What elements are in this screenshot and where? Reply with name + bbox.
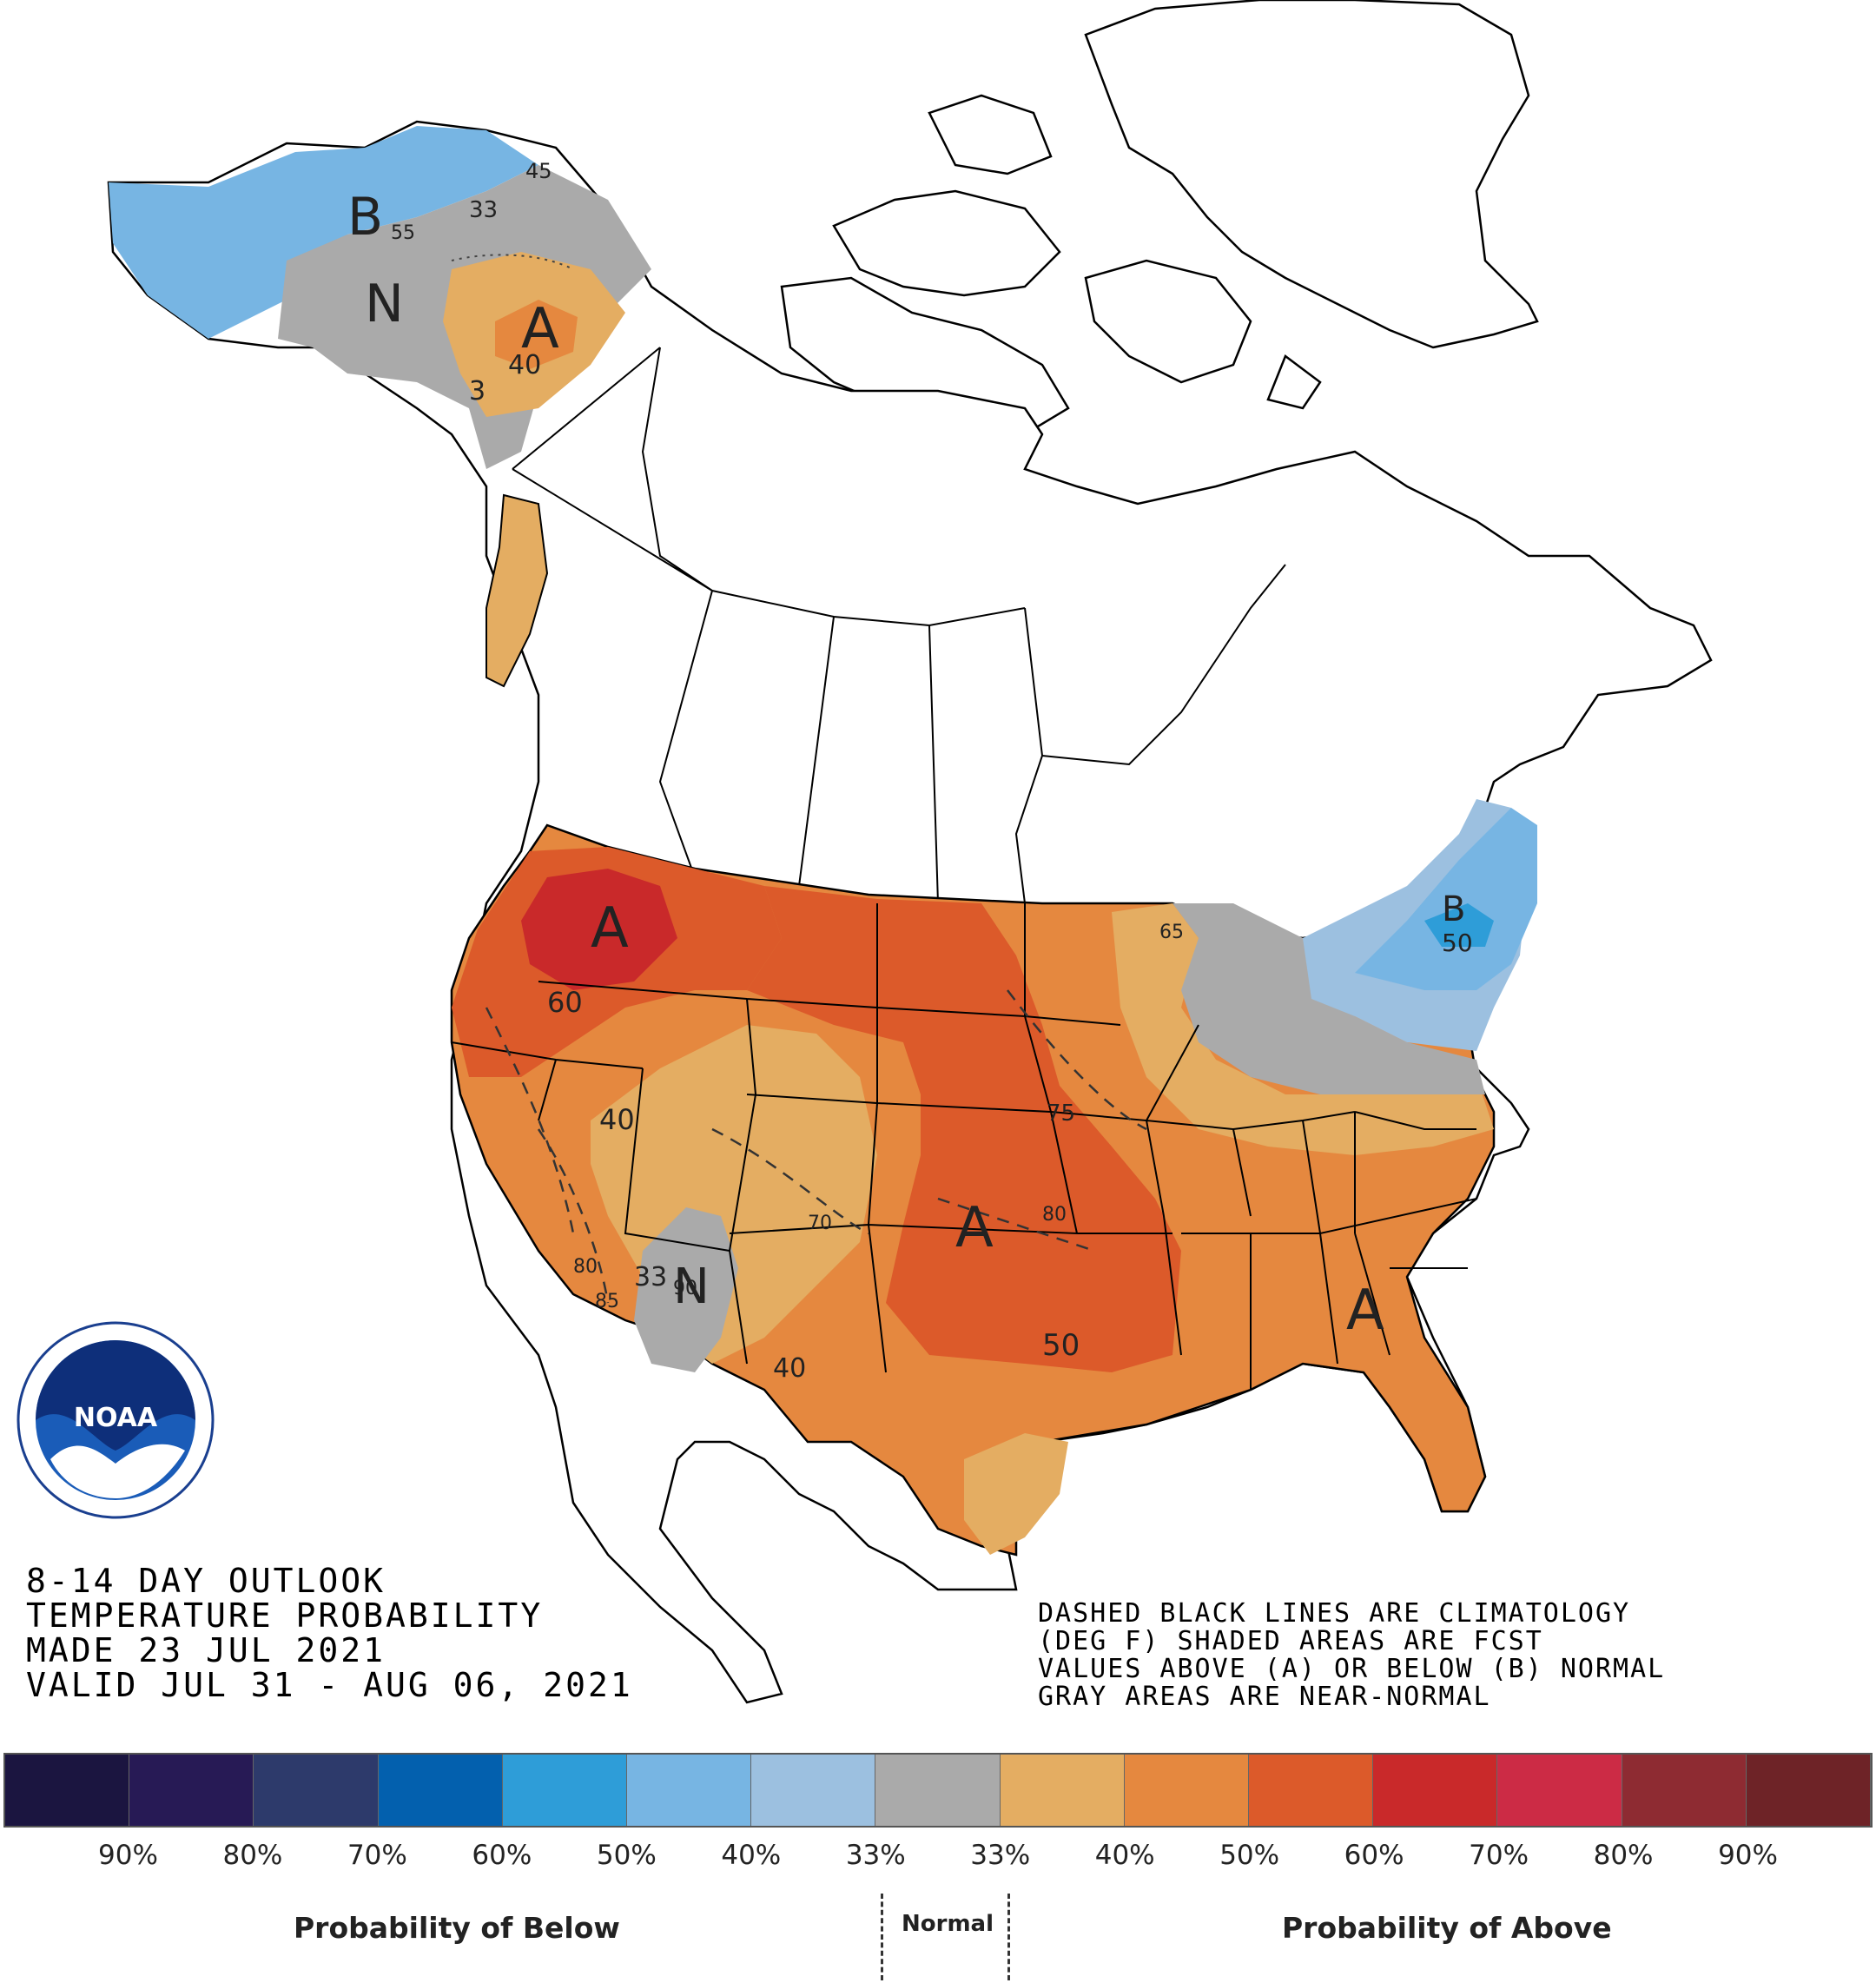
canada-province-borders bbox=[512, 347, 1286, 904]
alaska-above-core bbox=[495, 300, 578, 369]
legend-tick-label: 70% bbox=[347, 1840, 407, 1871]
noaa-logo: NOAA bbox=[17, 1321, 215, 1519]
legend-tick-label: 33% bbox=[970, 1840, 1031, 1871]
nw-60-label: 60 bbox=[547, 986, 583, 1019]
legend-divider-left bbox=[881, 1894, 883, 1980]
sw-85-label: 85 bbox=[595, 1291, 619, 1312]
legend-tick-label: 40% bbox=[1094, 1840, 1155, 1871]
bc-coast-above bbox=[486, 493, 549, 688]
w-40-label: 40 bbox=[599, 1103, 635, 1136]
alaska-n-label: N bbox=[365, 274, 404, 334]
legend-tick-label: 40% bbox=[721, 1840, 782, 1871]
legend-tick-label: 60% bbox=[472, 1840, 532, 1871]
probability-contour bbox=[451, 254, 574, 270]
legend-normal-caption: Normal bbox=[902, 1911, 994, 1937]
sw-90-label: 90 bbox=[673, 1278, 697, 1299]
legend-swatch bbox=[502, 1755, 628, 1826]
outlook-title: 8-14 DAY OUTLOOK bbox=[26, 1562, 386, 1600]
outlook-notes: DASHED BLACK LINES ARE CLIMATOLOGY (DEG … bbox=[1038, 1600, 1665, 1711]
s-40-label: 40 bbox=[773, 1353, 806, 1384]
legend-tick-label: 80% bbox=[1593, 1840, 1654, 1871]
legend-swatch bbox=[1497, 1755, 1622, 1826]
note-line-4: GRAY AREAS ARE NEAR-NORMAL bbox=[1038, 1682, 1491, 1712]
alaska-a-label: A bbox=[521, 297, 559, 361]
legend-swatch bbox=[254, 1755, 379, 1826]
legend-swatch bbox=[1000, 1755, 1125, 1826]
legend-tick-label: 70% bbox=[1469, 1840, 1529, 1871]
sw-n-label: N bbox=[673, 1259, 710, 1315]
note-line-2: (DEG F) SHADED AREAS ARE FCST bbox=[1038, 1626, 1543, 1656]
legend-swatch bbox=[1622, 1755, 1747, 1826]
sw-33-label: 33 bbox=[634, 1262, 667, 1292]
alaska-45-label: 45 bbox=[525, 159, 552, 183]
ne-50-label: 50 bbox=[1442, 929, 1473, 957]
outlook-made-date: MADE 23 JUL 2021 bbox=[26, 1631, 386, 1669]
legend-divider-right bbox=[1007, 1894, 1010, 1980]
outlook-title-block: 8-14 DAY OUTLOOK TEMPERATURE PROBABILITY… bbox=[26, 1563, 633, 1702]
alaska-40-label: 40 bbox=[508, 350, 541, 380]
alaska-55-label: 55 bbox=[391, 222, 415, 244]
legend-swatch bbox=[378, 1755, 503, 1826]
c-75-label: 75 bbox=[1047, 1101, 1075, 1127]
c-80-label: 80 bbox=[1042, 1204, 1067, 1226]
se-a-label: A bbox=[1346, 1279, 1384, 1343]
pacific-nw-above-70 bbox=[521, 869, 677, 990]
northeast-below-50 bbox=[1355, 808, 1537, 990]
legend-swatch bbox=[627, 1755, 752, 1826]
legend-swatch bbox=[875, 1755, 1001, 1826]
alaska-3-label: 3 bbox=[469, 376, 486, 407]
gl-65-label: 65 bbox=[1159, 922, 1184, 943]
legend-tick-label: 80% bbox=[222, 1840, 283, 1871]
outlook-valid-range: VALID JUL 31 - AUG 06, 2021 bbox=[26, 1666, 633, 1704]
c-50-label: 50 bbox=[1042, 1328, 1080, 1363]
noaa-logo-text: NOAA bbox=[74, 1403, 158, 1433]
greenland-landmass bbox=[1084, 0, 1539, 349]
legend-swatch bbox=[1124, 1755, 1250, 1826]
legend-tick-label: 33% bbox=[845, 1840, 906, 1871]
climatology-line-75 bbox=[1007, 989, 1147, 1131]
ne-b-label: B bbox=[1442, 889, 1465, 929]
c-a-label: A bbox=[955, 1196, 994, 1260]
sw-80-label: 80 bbox=[573, 1256, 598, 1278]
probability-legend-ticks: 90% 80% 70% 60% 50% 40% 33% 33% 40% 50% 60% 70% 80% 9… bbox=[0, 1840, 1876, 1883]
legend-above-caption: Probability of Above bbox=[1282, 1911, 1612, 1945]
legend-swatch bbox=[1746, 1755, 1872, 1826]
texas-above-40 bbox=[964, 1433, 1068, 1555]
probability-legend-bar bbox=[3, 1753, 1873, 1828]
northeast-below-60 bbox=[1424, 903, 1494, 947]
legend-tick-label: 90% bbox=[1718, 1840, 1778, 1871]
note-line-1: DASHED BLACK LINES ARE CLIMATOLOGY bbox=[1038, 1598, 1631, 1629]
arctic-islands bbox=[780, 94, 1322, 436]
outlook-subtitle: TEMPERATURE PROBABILITY bbox=[26, 1596, 544, 1635]
climatology-line-sw bbox=[485, 1007, 575, 1234]
climatology-line-70 bbox=[711, 1127, 869, 1235]
c-70-label: 70 bbox=[808, 1213, 832, 1234]
us-state-borders bbox=[451, 903, 1477, 1390]
alaska-b-label: B bbox=[347, 187, 383, 248]
legend-swatch bbox=[1249, 1755, 1374, 1826]
legend-below-caption: Probability of Below bbox=[294, 1911, 620, 1945]
legend-tick-label: 90% bbox=[98, 1840, 158, 1871]
legend-tick-label: 50% bbox=[1219, 1840, 1280, 1871]
northern-plains-above-60 bbox=[747, 886, 1181, 1372]
legend-swatch bbox=[1373, 1755, 1498, 1826]
alaska-below-region bbox=[109, 126, 538, 339]
legend-tick-label: 60% bbox=[1344, 1840, 1404, 1871]
legend-tick-label: 50% bbox=[596, 1840, 657, 1871]
legend-swatch bbox=[751, 1755, 876, 1826]
nw-a-label: A bbox=[591, 896, 629, 961]
legend-swatch bbox=[129, 1755, 254, 1826]
legend-swatch bbox=[5, 1755, 130, 1826]
note-line-3: VALUES ABOVE (A) OR BELOW (B) NORMAL bbox=[1038, 1654, 1666, 1684]
alaska-33-label: 33 bbox=[469, 197, 498, 223]
